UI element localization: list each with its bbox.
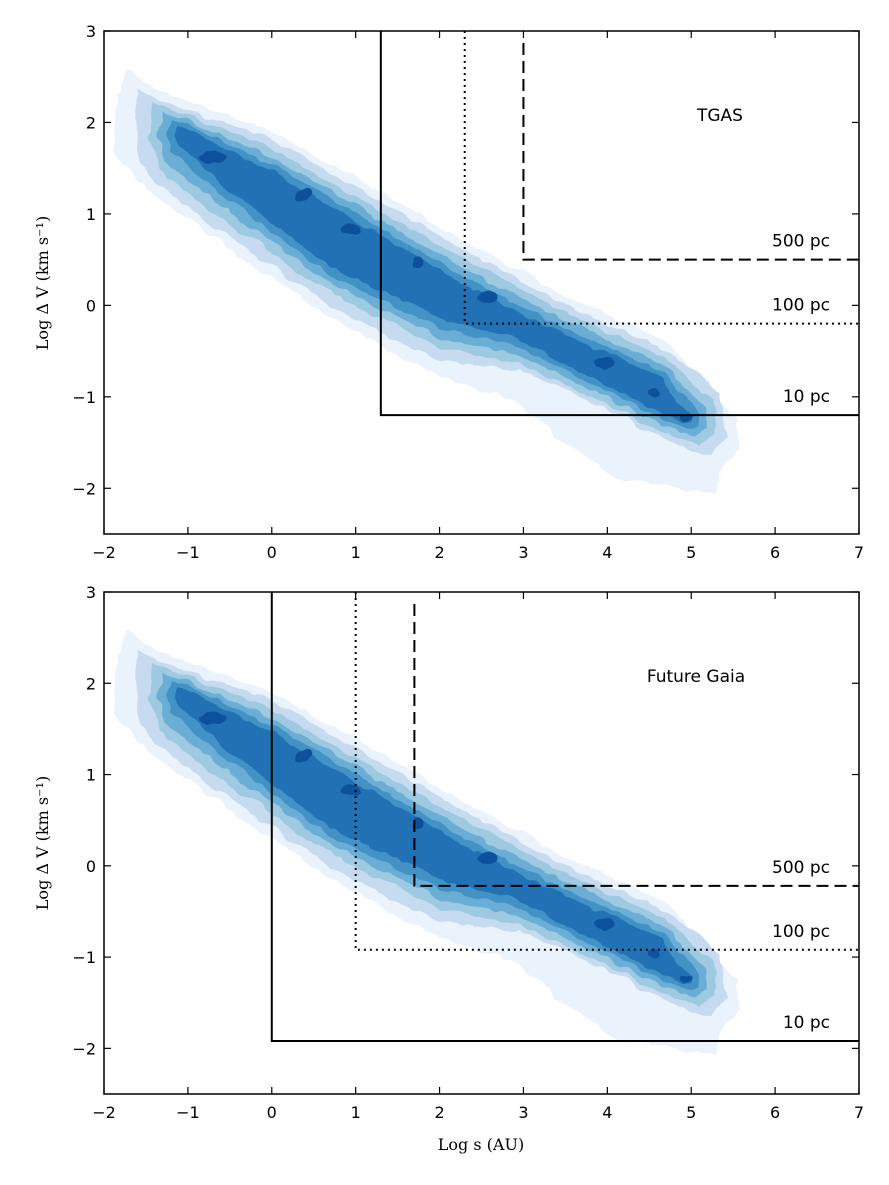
x-axis-label-bottom: Log s (AU) xyxy=(438,1135,524,1154)
contour-level-6 xyxy=(174,687,692,984)
x-tick-label: 7 xyxy=(854,1103,864,1122)
y-tick-label: 3 xyxy=(86,583,96,602)
x-tick-label: 1 xyxy=(351,1103,361,1122)
x-tick-label: 2 xyxy=(434,1103,444,1122)
contour-level-6 xyxy=(174,126,692,423)
density-contours-top xyxy=(113,69,738,493)
x-tick-label: −1 xyxy=(176,543,200,562)
plot-frame-top xyxy=(103,30,860,535)
limit-label-10-pc: 10 pc xyxy=(783,1013,830,1033)
y-tick-label: 3 xyxy=(86,22,96,41)
y-tick-label: 2 xyxy=(86,674,96,693)
x-tick-label: 2 xyxy=(434,543,444,562)
panel-top: −2 −1 0 1 2 3 4 5 6 7 −2 −1 0 1 2 3 TGAS 10 pc 100 pc 500… xyxy=(33,22,864,562)
ticks-bottom: −2 −1 0 1 2 3 4 5 6 7 −2 −1 0 1 2 3 xyxy=(72,583,864,1122)
limit-annotations-top: 10 pc 100 pc 500 pc xyxy=(772,232,830,407)
limit-line-10-pc xyxy=(270,592,859,1043)
x-tick-label: 6 xyxy=(770,543,780,562)
y-tick-label: −1 xyxy=(72,948,96,967)
y-axis-label-bottom: Log Δ V (km s⁻¹) xyxy=(33,776,52,910)
plot-frame-bottom xyxy=(103,591,860,1095)
limit-label-500-pc: 500 pc xyxy=(772,858,830,878)
x-tick-label: 3 xyxy=(518,1103,528,1122)
y-tick-label: −2 xyxy=(72,479,96,498)
limit-line-500-pc xyxy=(522,43,859,261)
y-tick-label: 0 xyxy=(86,857,96,876)
limit-line-100-pc xyxy=(463,31,859,325)
limit-label-100-pc: 100 pc xyxy=(772,922,830,942)
density-contours-bottom xyxy=(113,630,738,1054)
limit-lines-top xyxy=(379,31,859,417)
annotation-title-top: TGAS xyxy=(696,106,743,126)
limit-label-500-pc: 500 pc xyxy=(772,232,830,252)
x-tick-label: 0 xyxy=(267,543,277,562)
limit-annotations-bottom: 10 pc 100 pc 500 pc xyxy=(772,858,830,1033)
limit-label-10-pc: 10 pc xyxy=(783,387,830,407)
x-tick-label: 6 xyxy=(770,1103,780,1122)
x-tick-label: 5 xyxy=(686,543,696,562)
x-tick-label: 4 xyxy=(602,1103,612,1122)
x-tick-label: 1 xyxy=(351,543,361,562)
ticks-top: −2 −1 0 1 2 3 4 5 6 7 −2 −1 0 1 2 3 xyxy=(72,22,864,562)
x-tick-label: −2 xyxy=(92,543,116,562)
x-tick-label: 3 xyxy=(518,543,528,562)
annotation-title-bottom: Future Gaia xyxy=(647,667,745,687)
y-tick-label: 2 xyxy=(86,113,96,132)
limit-line-10-pc xyxy=(379,31,859,417)
x-tick-label: 7 xyxy=(854,543,864,562)
y-tick-label: −1 xyxy=(72,388,96,407)
limit-line-500-pc xyxy=(413,604,859,887)
y-tick-label: 1 xyxy=(86,766,96,785)
y-tick-label: 0 xyxy=(86,296,96,315)
x-tick-label: −2 xyxy=(92,1103,116,1122)
x-tick-label: 5 xyxy=(686,1103,696,1122)
y-tick-label: 1 xyxy=(86,205,96,224)
limit-label-100-pc: 100 pc xyxy=(772,296,830,316)
contour-level-7-peaks xyxy=(197,712,692,983)
x-tick-label: 0 xyxy=(267,1103,277,1122)
x-tick-label: 4 xyxy=(602,543,612,562)
limit-lines-bottom xyxy=(270,592,859,1043)
y-axis-label-top: Log Δ V (km s⁻¹) xyxy=(33,216,52,350)
y-tick-label: −2 xyxy=(72,1039,96,1058)
x-tick-label: −1 xyxy=(176,1103,200,1122)
